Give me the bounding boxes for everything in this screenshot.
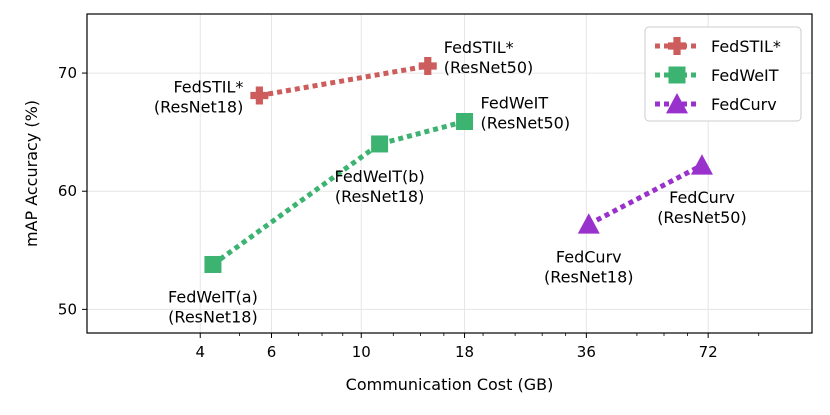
data-label: (ResNet18) — [335, 187, 425, 206]
x-tick-label: 72 — [699, 343, 718, 361]
data-label: (ResNet50) — [657, 208, 747, 227]
x-tick-label: 10 — [352, 343, 371, 361]
series-line — [258, 63, 429, 98]
x-tick-label: 36 — [577, 343, 596, 361]
data-label: FedWeIT — [481, 94, 549, 113]
data-point-triangle — [690, 154, 713, 175]
x-tick-label: 6 — [267, 343, 277, 361]
data-label: FedWeIT(a) — [168, 287, 258, 306]
data-label: FedCurv — [556, 247, 622, 266]
data-label: (ResNet18) — [544, 267, 634, 286]
data-label: FedWeIT(b) — [335, 167, 425, 186]
series-line — [587, 163, 704, 227]
data-point-triangle — [577, 213, 600, 234]
data-label: (ResNet50) — [444, 58, 534, 77]
y-tick-label: 50 — [58, 300, 77, 318]
series-lines — [211, 63, 704, 267]
data-point-square — [371, 135, 389, 153]
legend-box — [644, 26, 802, 122]
y-tick-label: 70 — [58, 64, 77, 82]
data-label: (ResNet50) — [481, 114, 571, 133]
data-label: FedSTIL* — [444, 38, 514, 57]
data-point-square — [456, 113, 474, 131]
series-line — [211, 119, 466, 267]
data-point-triangle — [666, 93, 688, 114]
legend-label: FedWeIT — [711, 66, 779, 85]
data-point-plus — [418, 56, 437, 75]
legend: FedSTIL* FedWeIT FedCurv — [644, 26, 802, 122]
plot-frame — [86, 13, 813, 334]
data-label: (ResNet18) — [154, 98, 244, 117]
data-point-plus — [668, 37, 686, 55]
data-points — [204, 56, 713, 273]
legend-label: FedSTIL* — [711, 37, 781, 56]
x-tick-label: 18 — [455, 343, 474, 361]
y-axis-label: mAP Accuracy (%) — [22, 100, 41, 247]
data-point-square — [204, 255, 222, 273]
x-axis-label: Communication Cost (GB) — [346, 375, 554, 394]
legend-label: FedCurv — [711, 95, 777, 114]
data-label: FedCurv — [669, 188, 735, 207]
data-point-square — [668, 66, 686, 84]
data-point-plus — [250, 86, 269, 105]
point-labels: FedSTIL*(ResNet18)FedSTIL*(ResNet50)FedW… — [154, 38, 747, 326]
axis-ticks: 4 6 10 18 36 72 50 60 70 — [58, 64, 760, 361]
data-label: (ResNet18) — [168, 307, 258, 326]
data-label: FedSTIL* — [173, 78, 243, 97]
x-tick-label: 4 — [195, 343, 205, 361]
y-tick-label: 60 — [58, 182, 77, 200]
